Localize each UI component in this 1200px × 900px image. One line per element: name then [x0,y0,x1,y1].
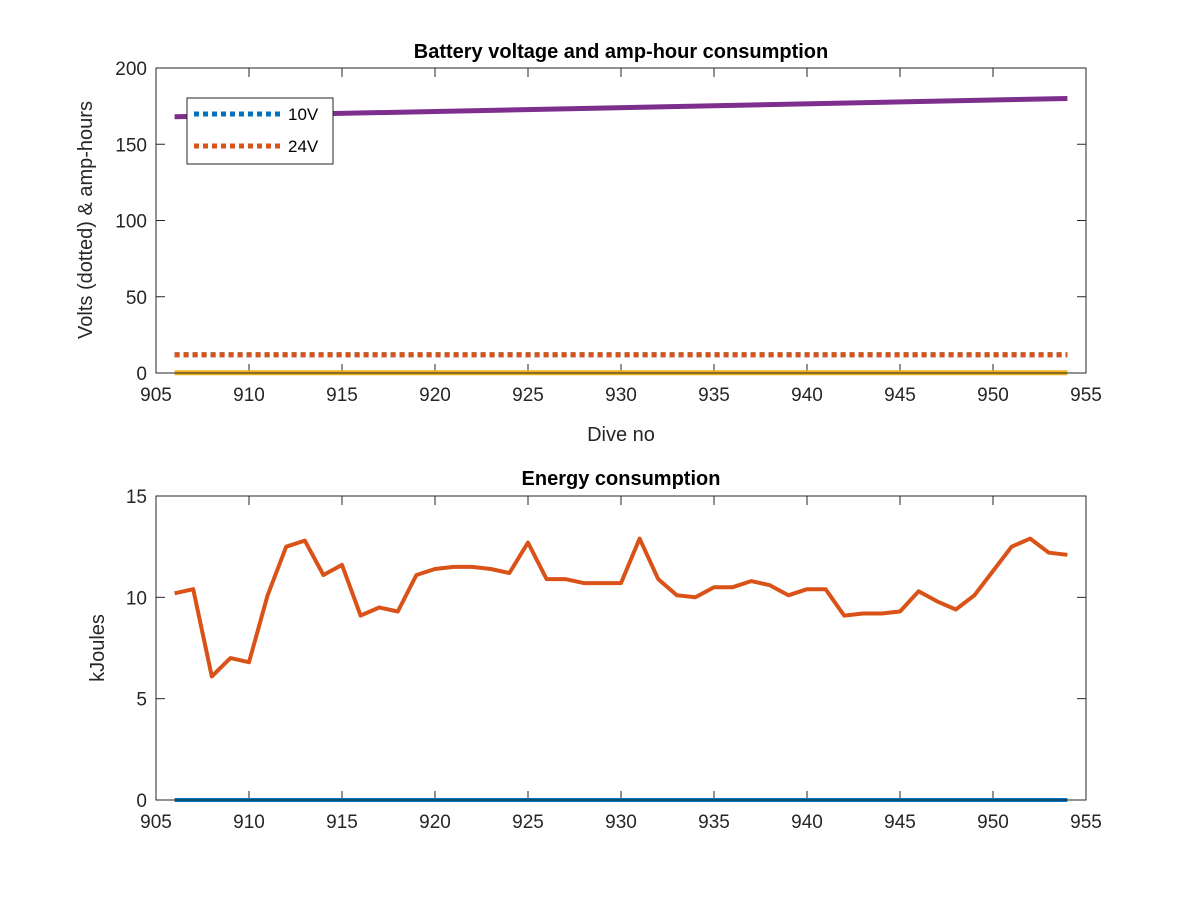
battery-chart-xtick-label: 945 [884,385,916,406]
battery-chart-xtick-label: 930 [605,385,637,406]
battery-chart-ylabel: Volts (dotted) & amp-hours [75,101,97,339]
energy-chart-xtick-label: 950 [977,812,1009,833]
energy-chart-ytick-label: 5 [136,690,147,711]
battery-chart-ytick-label: 50 [126,288,147,309]
legend-box [186,97,334,165]
battery-chart-xtick-label: 905 [140,385,172,406]
energy-chart-ytick-label: 10 [126,588,147,609]
energy-chart-xtick-label: 935 [698,812,730,833]
battery-chart-ytick-label: 100 [115,212,147,233]
energy-chart-xtick-label: 920 [419,812,451,833]
battery-chart-xtick-label: 910 [233,385,265,406]
energy-chart-xtick-label: 905 [140,812,172,833]
battery-chart-legend: 10V 24V [186,97,334,165]
energy-chart-frame [155,495,1087,801]
energy-chart-xtick-label: 915 [326,812,358,833]
battery-chart-title: Battery voltage and amp-hour consumption [414,41,828,63]
battery-chart-xtick-label: 935 [698,385,730,406]
battery-chart-ytick-label: 200 [115,59,147,80]
energy-chart-xticks: 905 910 915 920 925 930 935 940 945 950 955 [140,496,1102,833]
battery-chart-xtick-label: 950 [977,385,1009,406]
battery-chart-xtick-label: 915 [326,385,358,406]
battery-chart-xtick-label: 920 [419,385,451,406]
energy-chart-series-line-0 [174,536,1068,679]
battery-chart-ytick-label: 150 [115,135,147,156]
battery-chart-xtick-label: 925 [512,385,544,406]
energy-chart-xtick-label: 910 [233,812,265,833]
energy-chart-xtick-label: 955 [1070,812,1102,833]
energy-chart-xtick-label: 945 [884,812,916,833]
battery-chart-ytick-label: 0 [136,364,147,385]
legend-label-10v: 10V [288,105,319,124]
battery-chart-xlabel: Dive no [587,424,655,446]
battery-chart: Battery voltage and amp-hour consumption… [75,41,1102,446]
battery-chart-xtick-label: 955 [1070,385,1102,406]
energy-chart: Energy consumption kJoules 905 910 915 920 9… [87,468,1102,833]
energy-chart-xtick-label: 925 [512,812,544,833]
energy-chart-xtick-label: 940 [791,812,823,833]
energy-chart-ylabel: kJoules [87,614,109,682]
energy-chart-xtick-label: 930 [605,812,637,833]
energy-chart-title: Energy consumption [522,468,721,490]
energy-chart-ytick-label: 15 [126,487,147,508]
battery-chart-xtick-label: 940 [791,385,823,406]
legend-label-24v: 24V [288,137,319,156]
battery-chart-xticks: 905 910 915 920 925 930 935 940 945 950 955 [140,68,1102,406]
battery-chart-frame [155,67,1087,374]
energy-chart-ytick-label: 0 [136,791,147,812]
